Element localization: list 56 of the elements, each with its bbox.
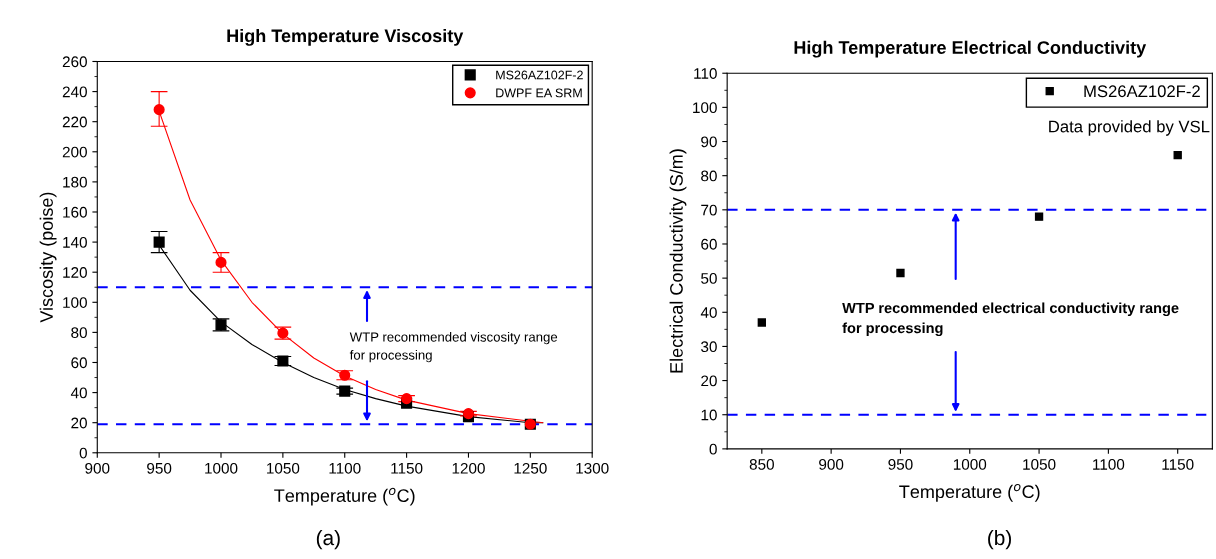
y-tick-label: 20 (701, 375, 717, 387)
x-tick-label: 1300 (576, 462, 609, 474)
y-tick-label: 50 (701, 273, 717, 284)
y-tick-label: 10 (701, 409, 717, 421)
x-axis-title: Temperature ($^{o}$C) (274, 487, 415, 506)
x-tick-label: 950 (147, 462, 172, 474)
y-tick-label: 60 (71, 357, 87, 369)
annotation: WTP recommended viscosity range for processing (349, 331, 558, 363)
y-tick-label: 60 (701, 238, 717, 250)
legend-label: MS26AZ102F-2 (496, 70, 583, 80)
y-tick-label: 220 (62, 116, 87, 128)
x-tick-label: 1150 (1162, 459, 1194, 470)
y-tick-label: 120 (63, 267, 87, 278)
x-tick-label: 900 (819, 459, 844, 470)
x-tick-label: 900 (85, 462, 110, 474)
legend-label: DWPF EA SRM (496, 88, 582, 98)
y-tick-label: 100 (693, 102, 717, 114)
x-tick-label: 1050 (1023, 459, 1056, 470)
y-tick-label: 0 (709, 443, 717, 455)
x-tick-label: 1050 (267, 462, 300, 474)
y-tick-label: 180 (63, 176, 87, 188)
y-tick-label: 80 (71, 327, 87, 339)
text: (b) (988, 529, 1011, 550)
y-tick-label: 0 (79, 447, 87, 459)
x-tick-label: 1100 (329, 462, 361, 474)
y-tick-label: 90 (701, 136, 717, 148)
legend-label: MS26AZ102F-2 (1084, 85, 1200, 98)
x-tick-label: 850 (749, 459, 774, 470)
y-tick-label: 140 (63, 236, 87, 248)
x-tick-label: 1150 (391, 462, 423, 474)
x-tick-label: 1000 (953, 459, 987, 470)
y-tick-label: 70 (701, 204, 717, 216)
y-tick-label: 160 (63, 206, 87, 218)
y-tick-label: 30 (701, 341, 717, 353)
y-tick-label: 40 (70, 387, 87, 399)
x-tick-label: 1100 (1093, 459, 1125, 470)
x-tick-label: 1250 (514, 462, 547, 474)
chart-title: High Temperature Electrical Conductivity (794, 40, 1147, 58)
chart-title: High Temperature Viscosity (227, 28, 464, 46)
text: (a) (316, 529, 340, 550)
y-axis-title: Viscosity (poise) (39, 192, 57, 323)
x-tick-label: 1000 (205, 462, 238, 474)
x-tick-label: 1200 (452, 462, 485, 474)
y-tick-label: 240 (62, 86, 87, 98)
y-tick-label: 100 (63, 297, 87, 308)
annotation: WTP recommended electrical conductivity range for processing (842, 302, 1179, 337)
x-tick-label: 950 (888, 459, 913, 470)
annotation: Data provided by VSL (1049, 120, 1210, 136)
y-tick-label: 110 (694, 68, 717, 79)
y-tick-label: 200 (62, 146, 87, 158)
y-axis-title: Electrical Conductivity (S/m) (669, 149, 687, 373)
y-tick-label: 80 (701, 170, 717, 182)
x-axis-title: Temperature ($^{o}$C) (899, 483, 1040, 502)
y-tick-label: 20 (71, 417, 87, 429)
y-tick-label: 40 (700, 307, 717, 318)
y-tick-label: 260 (62, 56, 87, 68)
